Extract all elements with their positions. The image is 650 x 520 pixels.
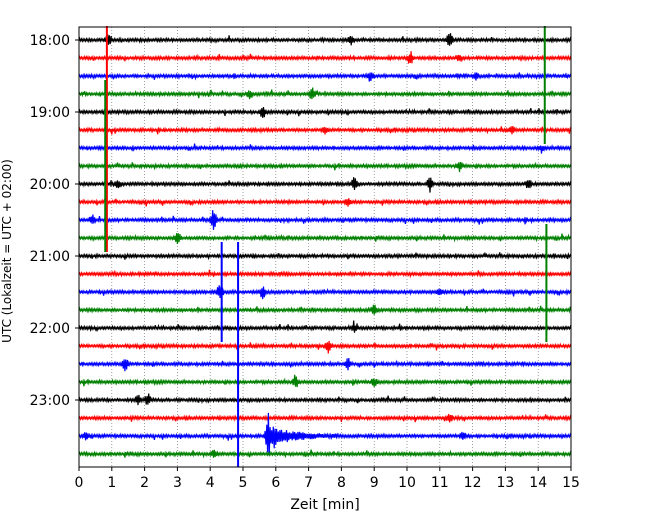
x-tick-label-7: 7	[304, 475, 313, 491]
x-tick-label-6: 6	[271, 475, 280, 491]
trace-row-2145	[78, 304, 572, 315]
trace-row-1830	[78, 72, 572, 82]
y-tick-label-2: 20:00	[30, 177, 70, 193]
x-tick-label-11: 11	[431, 475, 449, 491]
y-tick-label-3: 21:00	[30, 249, 70, 265]
trace-row-2030	[78, 210, 572, 230]
trace-row-2015	[78, 198, 572, 207]
x-tick-label-15: 15	[562, 475, 580, 491]
x-tick-label-8: 8	[337, 475, 346, 491]
x-tick-label-14: 14	[529, 475, 547, 491]
trace-row-2000	[78, 177, 572, 193]
x-axis: 0 1 2 3 4 5 6 7 8 9 10 11 12 13 14 15	[75, 467, 580, 491]
trace-row-1915	[78, 125, 572, 135]
trace-row-1930	[78, 143, 572, 154]
trace-row-2315	[78, 413, 572, 423]
trace-row-1800	[78, 33, 572, 46]
x-tick-label-13: 13	[496, 475, 514, 491]
x-tick-label-9: 9	[370, 475, 379, 491]
trace-row-2215	[78, 340, 572, 354]
trace-row-2200	[78, 320, 572, 333]
trace-row-2300	[78, 393, 572, 406]
trace-row-2345	[78, 449, 572, 459]
spike-group	[104, 26, 548, 467]
x-tick-label-4: 4	[206, 475, 215, 491]
trace-row-2130	[78, 285, 572, 300]
grid	[111, 27, 539, 467]
trace-row-2230	[78, 357, 572, 372]
trace-row-2330	[78, 412, 572, 456]
x-tick-label-10: 10	[398, 475, 416, 491]
y-tick-label-0: 18:00	[30, 33, 70, 49]
trace-group	[78, 33, 572, 459]
trace-row-2245	[78, 374, 572, 388]
y-tick-label-4: 22:00	[30, 321, 70, 337]
x-tick-label-0: 0	[75, 475, 84, 491]
trace-row-2115	[78, 269, 572, 279]
y-tick-label-1: 19:00	[30, 105, 70, 121]
x-tick-label-2: 2	[140, 475, 149, 491]
trace-row-1845	[78, 87, 572, 100]
plot-frame	[78, 26, 572, 468]
y-axis-label: UTC (Lokalzeit = UTC + 02:00)	[0, 159, 14, 343]
x-tick-label-5: 5	[239, 475, 248, 491]
x-tick-label-12: 12	[464, 475, 482, 491]
y-tick-label-5: 23:00	[30, 393, 70, 409]
x-tick-label-1: 1	[107, 475, 116, 491]
trace-row-1900	[78, 106, 572, 118]
x-tick-label-3: 3	[173, 475, 182, 491]
trace-row-1815	[78, 51, 572, 64]
trace-row-1945	[78, 161, 572, 173]
x-axis-label: Zeit [min]	[290, 497, 359, 513]
trace-row-2100	[78, 252, 572, 261]
y-axis: 18:00 19:00 20:00 21:00 22:00 23:00	[30, 33, 79, 409]
trace-row-2045	[78, 233, 572, 245]
